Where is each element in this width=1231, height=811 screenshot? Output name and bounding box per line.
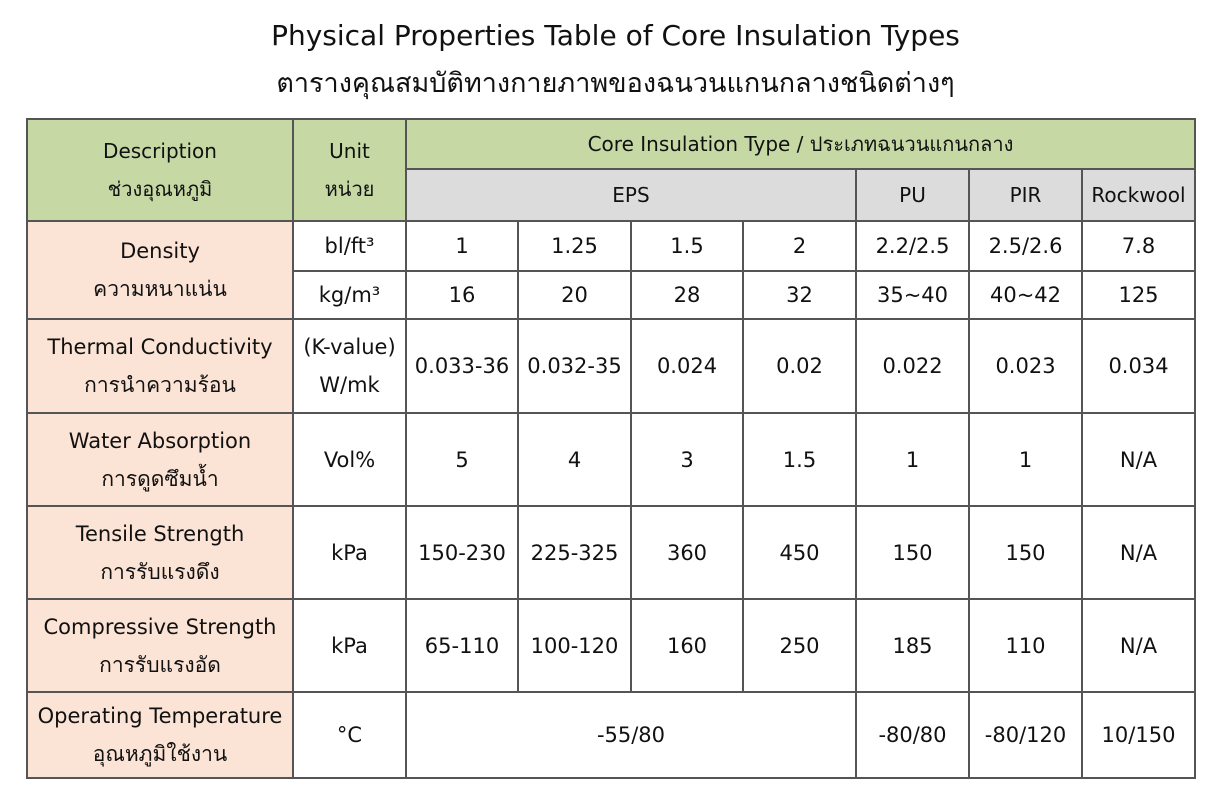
compressive-label: Compressive Strength การรับแรงอัด [26,598,294,693]
table-cell: 2.2/2.5 [855,220,970,272]
thermal-label-th: การนำความร้อน [84,373,236,397]
table-cell: 360 [630,505,744,600]
table-cell: 185 [855,598,970,693]
density-row-1: Density ความหนาแน่น bl/ft³ 1 1.25 1.5 2 … [26,220,1196,320]
table-cell: 125 [1081,270,1196,320]
density-unit-2: kg/m³ [292,270,407,320]
table-cell: 20 [517,270,632,320]
table-cell: 1.5 [630,220,744,272]
table-cell: N/A [1081,412,1196,507]
header-description-en: Description [103,139,217,163]
tensile-label: Tensile Strength การรับแรงดึง [26,505,294,600]
operating-label: Operating Temperature อุณหภูมิใช้งาน [26,691,294,779]
table-cell: 450 [742,505,857,600]
density-label: Density ความหนาแน่น [26,220,294,320]
header-description-th: ช่วงอุณหภูมิ [107,177,213,201]
table-cell: 16 [405,270,519,320]
operating-eps: -55/80 [405,691,857,779]
density-label-th: ความหนาแน่น [93,277,227,301]
density-label-en: Density [120,239,200,263]
table-cell: 35~40 [855,270,970,320]
compressive-label-th: การรับแรงอัด [99,652,221,677]
table-cell: 250 [742,598,857,693]
table-cell: 150-230 [405,505,519,600]
header-core-type: Core Insulation Type / ประเภทฉนวนแกนกลาง [405,118,1196,170]
header-eps: EPS [405,168,857,222]
header-pir: PIR [968,168,1083,222]
thermal-row: Thermal Conductivity การนำความร้อน (K-va… [26,318,1196,414]
header-rockwool: Rockwool [1081,168,1196,222]
operating-row: Operating Temperature อุณหภูมิใช้งาน °C … [26,691,1196,779]
page-subtitle: ตารางคุณสมบัติทางกายภาพของฉนวนแกนกลางชนิ… [276,68,955,99]
table-cell: 150 [968,505,1083,600]
table-cell: 65-110 [405,598,519,693]
table-cell: 40~42 [968,270,1083,320]
table-cell: 0.032-35 [517,318,632,414]
table-cell: 1.5 [742,412,857,507]
page-title: Physical Properties Table of Core Insula… [271,19,960,52]
table-cell: 0.022 [855,318,970,414]
table-cell: 225-325 [517,505,632,600]
density-row-2: kg/m³ 16 20 28 32 35~40 40~42 125 [27,270,1196,320]
header-unit-th: หน่วย [324,177,375,201]
table-cell: 150 [855,505,970,600]
table-cell: 2.5/2.6 [968,220,1083,272]
operating-label-th: อุณหภูมิใช้งาน [92,742,228,766]
table-cell: 0.024 [630,318,744,414]
table-cell: 2 [742,220,857,272]
table-cell: 5 [405,412,519,507]
operating-pu: -80/80 [855,691,970,779]
tensile-label-th: การรับแรงดึง [100,559,220,584]
tensile-label-en: Tensile Strength [75,521,245,546]
table-cell: 1 [855,412,970,507]
tensile-unit: kPa [292,505,407,600]
table-cell: 0.034 [1081,318,1196,414]
water-label-th: การดูดซึมน้ำ [101,466,219,491]
table-cell: 7.8 [1081,220,1196,272]
thermal-unit-line-2: W/mk [319,373,380,397]
water-label-en: Water Absorption [68,428,252,453]
properties-table: Description ช่วงอุณหภูมิ Unit หน่วย Core… [26,118,1196,779]
header-row-2: EPS PU PIR Rockwool [27,168,1196,222]
table-cell: 1 [968,412,1083,507]
operating-rockwool: 10/150 [1081,691,1196,779]
compressive-unit: kPa [292,598,407,693]
table-cell: 1 [405,220,519,272]
table-cell: N/A [1081,598,1196,693]
table-cell: 1.25 [517,220,632,272]
table-cell: 0.033-36 [405,318,519,414]
thermal-unit: (K-value) W/mk [292,318,407,414]
operating-pir: -80/120 [968,691,1083,779]
table-cell: 32 [742,270,857,320]
table-cell: 110 [968,598,1083,693]
thermal-label-en: Thermal Conductivity [47,335,273,359]
operating-label-en: Operating Temperature [37,704,283,728]
table-cell: 4 [517,412,632,507]
table-cell: 28 [630,270,744,320]
header-unit: Unit หน่วย [292,118,407,222]
tensile-row: Tensile Strength การรับแรงดึง kPa 150-23… [26,505,1196,600]
table-cell: 100-120 [517,598,632,693]
header-description: Description ช่วงอุณหภูมิ [26,118,294,222]
header-row-1: Description ช่วงอุณหภูมิ Unit หน่วย Core… [26,118,1196,222]
operating-unit: °C [292,691,407,779]
thermal-unit-line-1: (K-value) [303,335,396,359]
density-unit-1: bl/ft³ [292,220,407,272]
compressive-row: Compressive Strength การรับแรงอัด kPa 65… [26,598,1196,693]
compressive-label-en: Compressive Strength [43,614,277,639]
header-pu: PU [855,168,970,222]
table-cell: 3 [630,412,744,507]
water-label: Water Absorption การดูดซึมน้ำ [26,412,294,507]
table-cell: 0.023 [968,318,1083,414]
table-cell: N/A [1081,505,1196,600]
header-unit-en: Unit [329,139,370,163]
thermal-label: Thermal Conductivity การนำความร้อน [26,318,294,414]
table-cell: 0.02 [742,318,857,414]
table-cell: 160 [630,598,744,693]
water-row: Water Absorption การดูดซึมน้ำ Vol% 5 4 3… [26,412,1196,507]
water-unit: Vol% [292,412,407,507]
